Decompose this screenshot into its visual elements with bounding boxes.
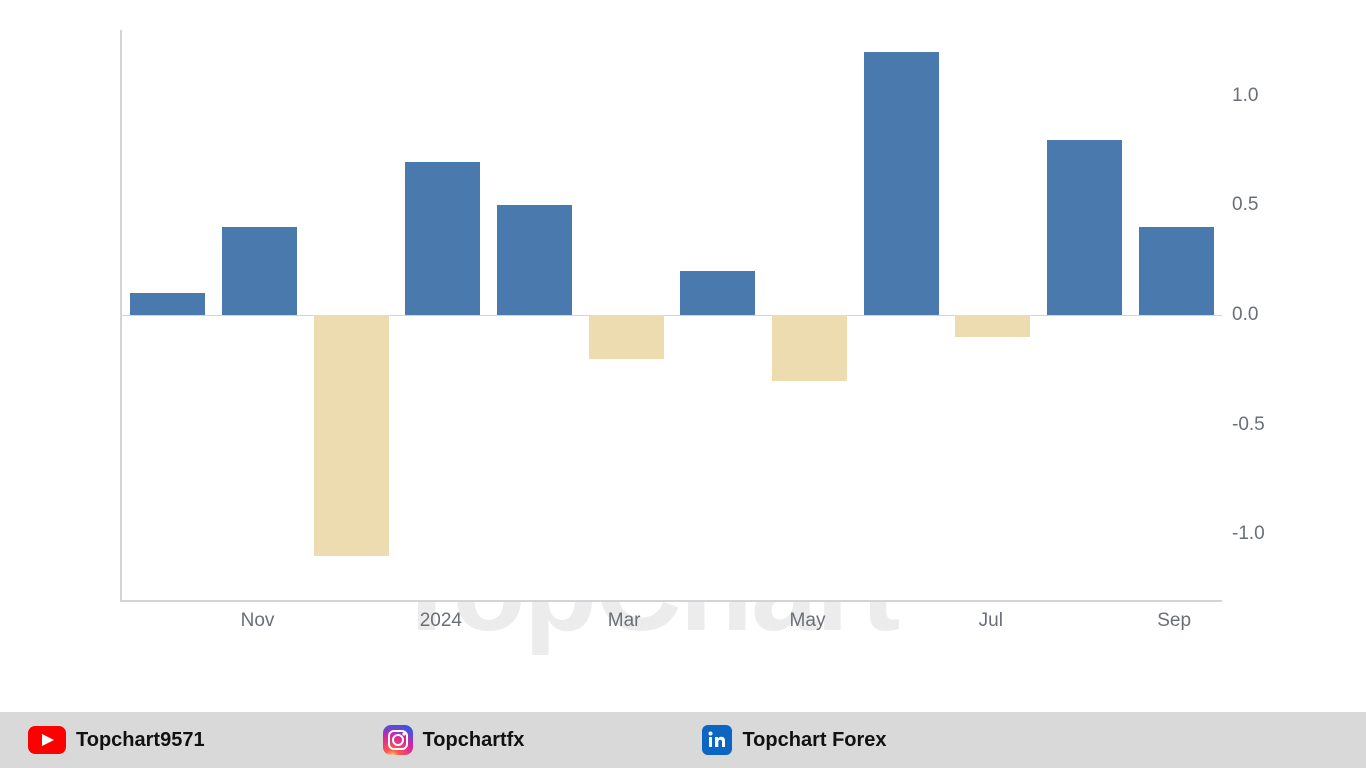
linkedin-icon (702, 725, 732, 755)
chart-bar (222, 227, 297, 315)
chart-bar (772, 315, 847, 381)
social-youtube[interactable]: Topchart9571 (28, 726, 205, 754)
chart-bar (130, 293, 205, 315)
chart-bar (955, 315, 1030, 337)
y-tick-label: -1.0 (1232, 523, 1282, 545)
x-tick-label: Nov (241, 610, 275, 632)
social-label: Topchart9571 (76, 729, 205, 752)
social-linkedin[interactable]: Topchart Forex (702, 725, 886, 755)
chart-bar (864, 52, 939, 315)
chart-bar (314, 315, 389, 556)
social-label: Topchartfx (423, 729, 525, 752)
instagram-icon (383, 725, 413, 755)
y-tick-label: -0.5 (1232, 414, 1282, 436)
x-tick-label: Jul (979, 610, 1003, 632)
y-tick-label: 0.5 (1232, 194, 1282, 216)
social-label: Topchart Forex (742, 729, 886, 752)
chart-bar (1139, 227, 1214, 315)
chart-plot: -1.0-0.50.00.51.0 (120, 30, 1222, 602)
chart-bar (497, 205, 572, 315)
zero-line (122, 315, 1222, 316)
footer-bar: Topchart9571 Topchartfx (0, 712, 1366, 768)
chart-bar (680, 271, 755, 315)
y-tick-label: 0.0 (1232, 304, 1282, 326)
chart-container: TopChart -1.0-0.50.00.51.0 Nov2024MarMay… (40, 20, 1326, 680)
social-instagram[interactable]: Topchartfx (383, 725, 525, 755)
chart-bar (1047, 140, 1122, 315)
youtube-icon (28, 726, 66, 754)
x-tick-label: Sep (1157, 610, 1191, 632)
x-tick-label: 2024 (420, 610, 462, 632)
y-tick-label: 1.0 (1232, 85, 1282, 107)
chart-bar (589, 315, 664, 359)
x-tick-label: May (790, 610, 826, 632)
chart-bar (405, 162, 480, 315)
x-tick-label: Mar (608, 610, 641, 632)
